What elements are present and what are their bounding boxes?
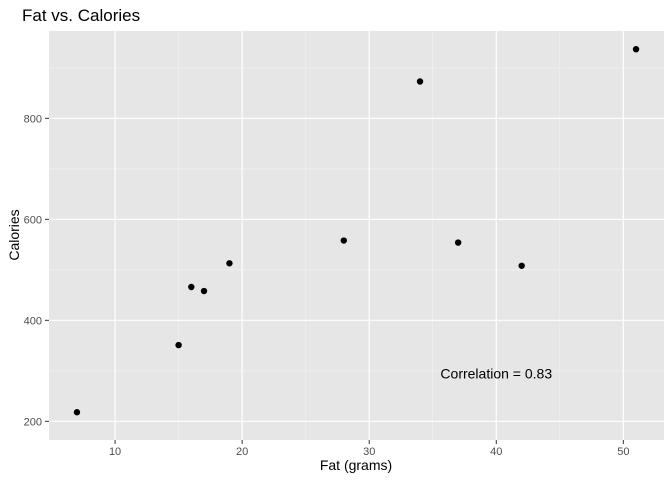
y-tick-label: 200: [24, 416, 42, 428]
chart-title: Fat vs. Calories: [22, 6, 140, 25]
y-tick-label: 600: [24, 214, 42, 226]
plot-panel: [49, 31, 664, 440]
x-tick-label: 50: [617, 446, 629, 458]
data-point: [454, 239, 462, 246]
y-tick-label: 800: [24, 113, 42, 125]
data-point: [632, 45, 640, 53]
data-point: [226, 260, 233, 267]
data-point: [340, 237, 347, 244]
data-point: [200, 287, 208, 295]
y-axis: 200 400 600 800: [24, 113, 49, 428]
data-point: [73, 409, 81, 416]
major-gridlines: [49, 31, 664, 440]
correlation-annotation: Correlation = 0.83: [440, 365, 552, 381]
y-tick-label: 400: [24, 315, 42, 327]
x-tick-label: 30: [363, 446, 375, 458]
minor-gridlines: [49, 31, 664, 440]
data-point: [416, 78, 424, 85]
data-points: [73, 45, 640, 416]
x-tick-label: 20: [236, 446, 248, 458]
data-point: [518, 262, 525, 269]
data-point: [175, 341, 182, 349]
y-axis-label: Calories: [6, 209, 22, 260]
data-point: [188, 283, 195, 291]
x-axis-label: Fat (grams): [320, 457, 392, 473]
x-tick-label: 10: [109, 446, 121, 458]
x-axis: 10 20 30 40 50: [109, 440, 629, 458]
x-tick-label: 40: [490, 446, 502, 458]
